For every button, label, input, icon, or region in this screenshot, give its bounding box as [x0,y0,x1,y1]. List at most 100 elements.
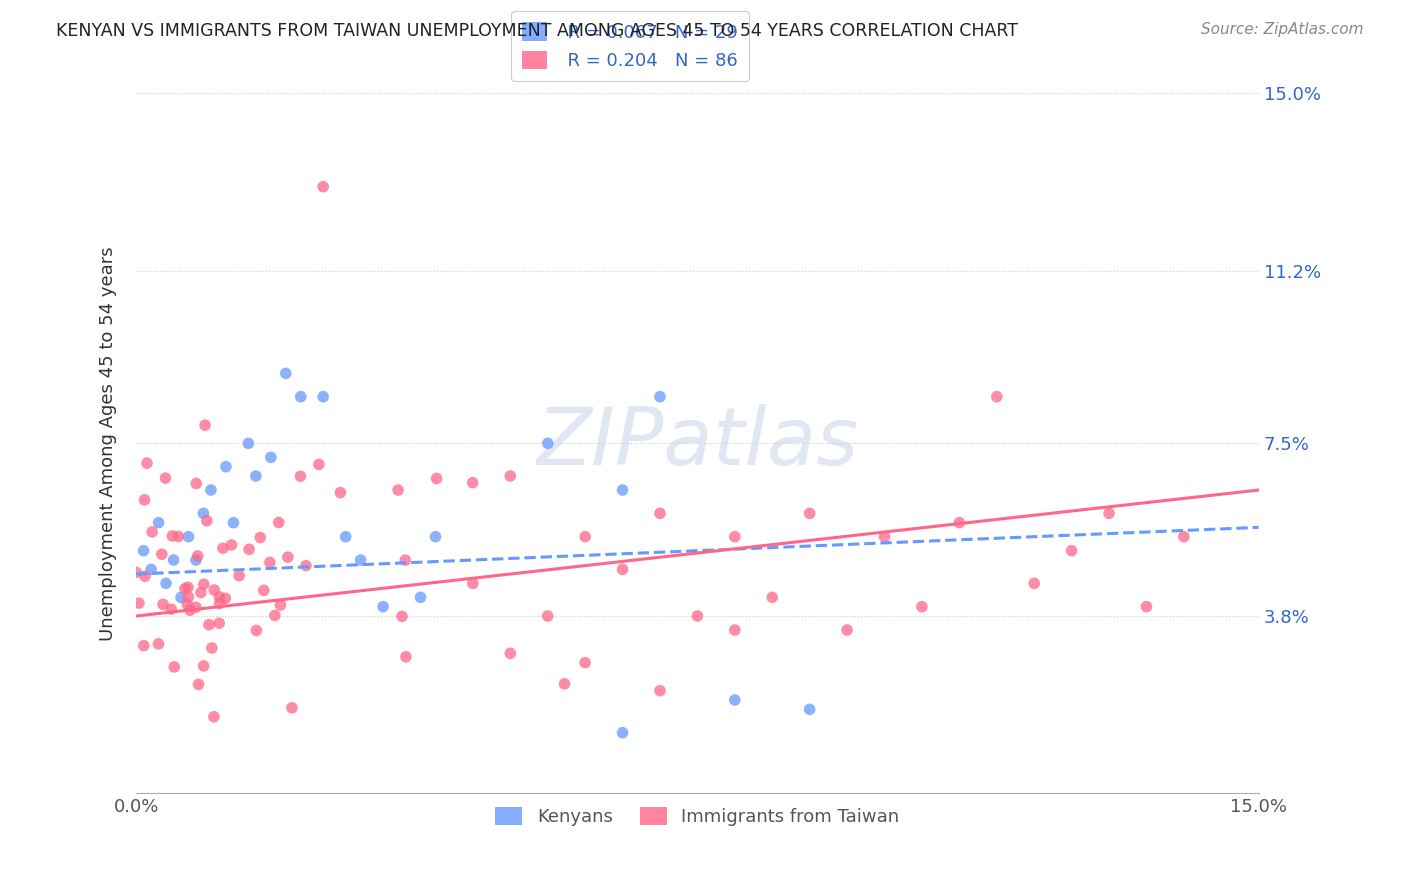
Point [499,646,522,660]
Point [152,598,174,612]
Point [1024,576,1046,591]
Point [648,507,671,521]
Point [155,576,177,591]
Point [574,656,596,670]
Point [461,576,484,591]
Y-axis label: Unemployment Among Ages 45 to 54 years: Unemployment Among Ages 45 to 54 years [100,246,117,640]
Point [269,598,291,612]
Point [911,599,934,614]
Point [187,549,209,563]
Point [221,538,243,552]
Point [724,623,747,637]
Point [395,649,418,664]
Point [194,418,217,433]
Point [986,390,1008,404]
Point [128,596,150,610]
Point [245,624,267,638]
Point [799,507,821,521]
Legend: Kenyans, Immigrants from Taiwan: Kenyans, Immigrants from Taiwan [488,799,907,833]
Point [1173,530,1195,544]
Point [391,609,413,624]
Point [371,599,394,614]
Point [136,456,159,470]
Point [648,390,671,404]
Text: KENYAN VS IMMIGRANTS FROM TAIWAN UNEMPLOYMENT AMONG AGES 45 TO 54 YEARS CORRELAT: KENYAN VS IMMIGRANTS FROM TAIWAN UNEMPLO… [56,22,1018,40]
Point [186,476,208,491]
Point [1060,543,1083,558]
Point [295,558,318,573]
Point [208,616,231,631]
Point [1098,507,1121,521]
Point [150,547,173,561]
Point [177,590,200,604]
Point [238,542,260,557]
Point [202,582,225,597]
Point [249,531,271,545]
Point [148,516,170,530]
Point [177,580,200,594]
Point [155,471,177,485]
Text: ZIPatlas: ZIPatlas [536,404,859,483]
Point [686,609,709,624]
Point [214,591,236,606]
Point [187,677,209,691]
Point [461,475,484,490]
Point [141,524,163,539]
Point [228,568,250,582]
Point [208,590,231,604]
Point [134,492,156,507]
Point [349,553,371,567]
Point [426,471,449,485]
Point [724,530,747,544]
Point [208,597,231,611]
Point [612,483,634,497]
Point [274,367,297,381]
Point [212,541,235,556]
Point [612,562,634,576]
Point [201,640,224,655]
Point [335,530,357,544]
Point [193,507,215,521]
Point [179,603,201,617]
Point [177,530,200,544]
Point [193,659,215,673]
Point [312,179,335,194]
Point [238,436,260,450]
Point [162,529,184,543]
Point [148,637,170,651]
Point [195,514,218,528]
Point [200,483,222,497]
Point [499,469,522,483]
Point [245,469,267,483]
Point [139,562,162,576]
Point [215,459,238,474]
Point [132,639,155,653]
Point [648,683,671,698]
Point [162,553,184,567]
Point [193,577,215,591]
Point [425,530,447,544]
Point [281,701,304,715]
Point [253,583,276,598]
Point [290,390,312,404]
Point [259,555,281,569]
Point [125,566,148,580]
Text: Source: ZipAtlas.com: Source: ZipAtlas.com [1201,22,1364,37]
Point [163,660,186,674]
Point [387,483,409,497]
Point [761,591,783,605]
Point [612,725,634,739]
Point [394,553,416,567]
Point [329,485,352,500]
Point [312,390,335,404]
Point [174,582,197,596]
Point [184,600,207,615]
Point [132,543,155,558]
Point [202,710,225,724]
Point [1135,599,1157,614]
Point [835,623,858,637]
Point [263,608,285,623]
Point [170,591,193,605]
Point [160,602,183,616]
Point [176,598,198,612]
